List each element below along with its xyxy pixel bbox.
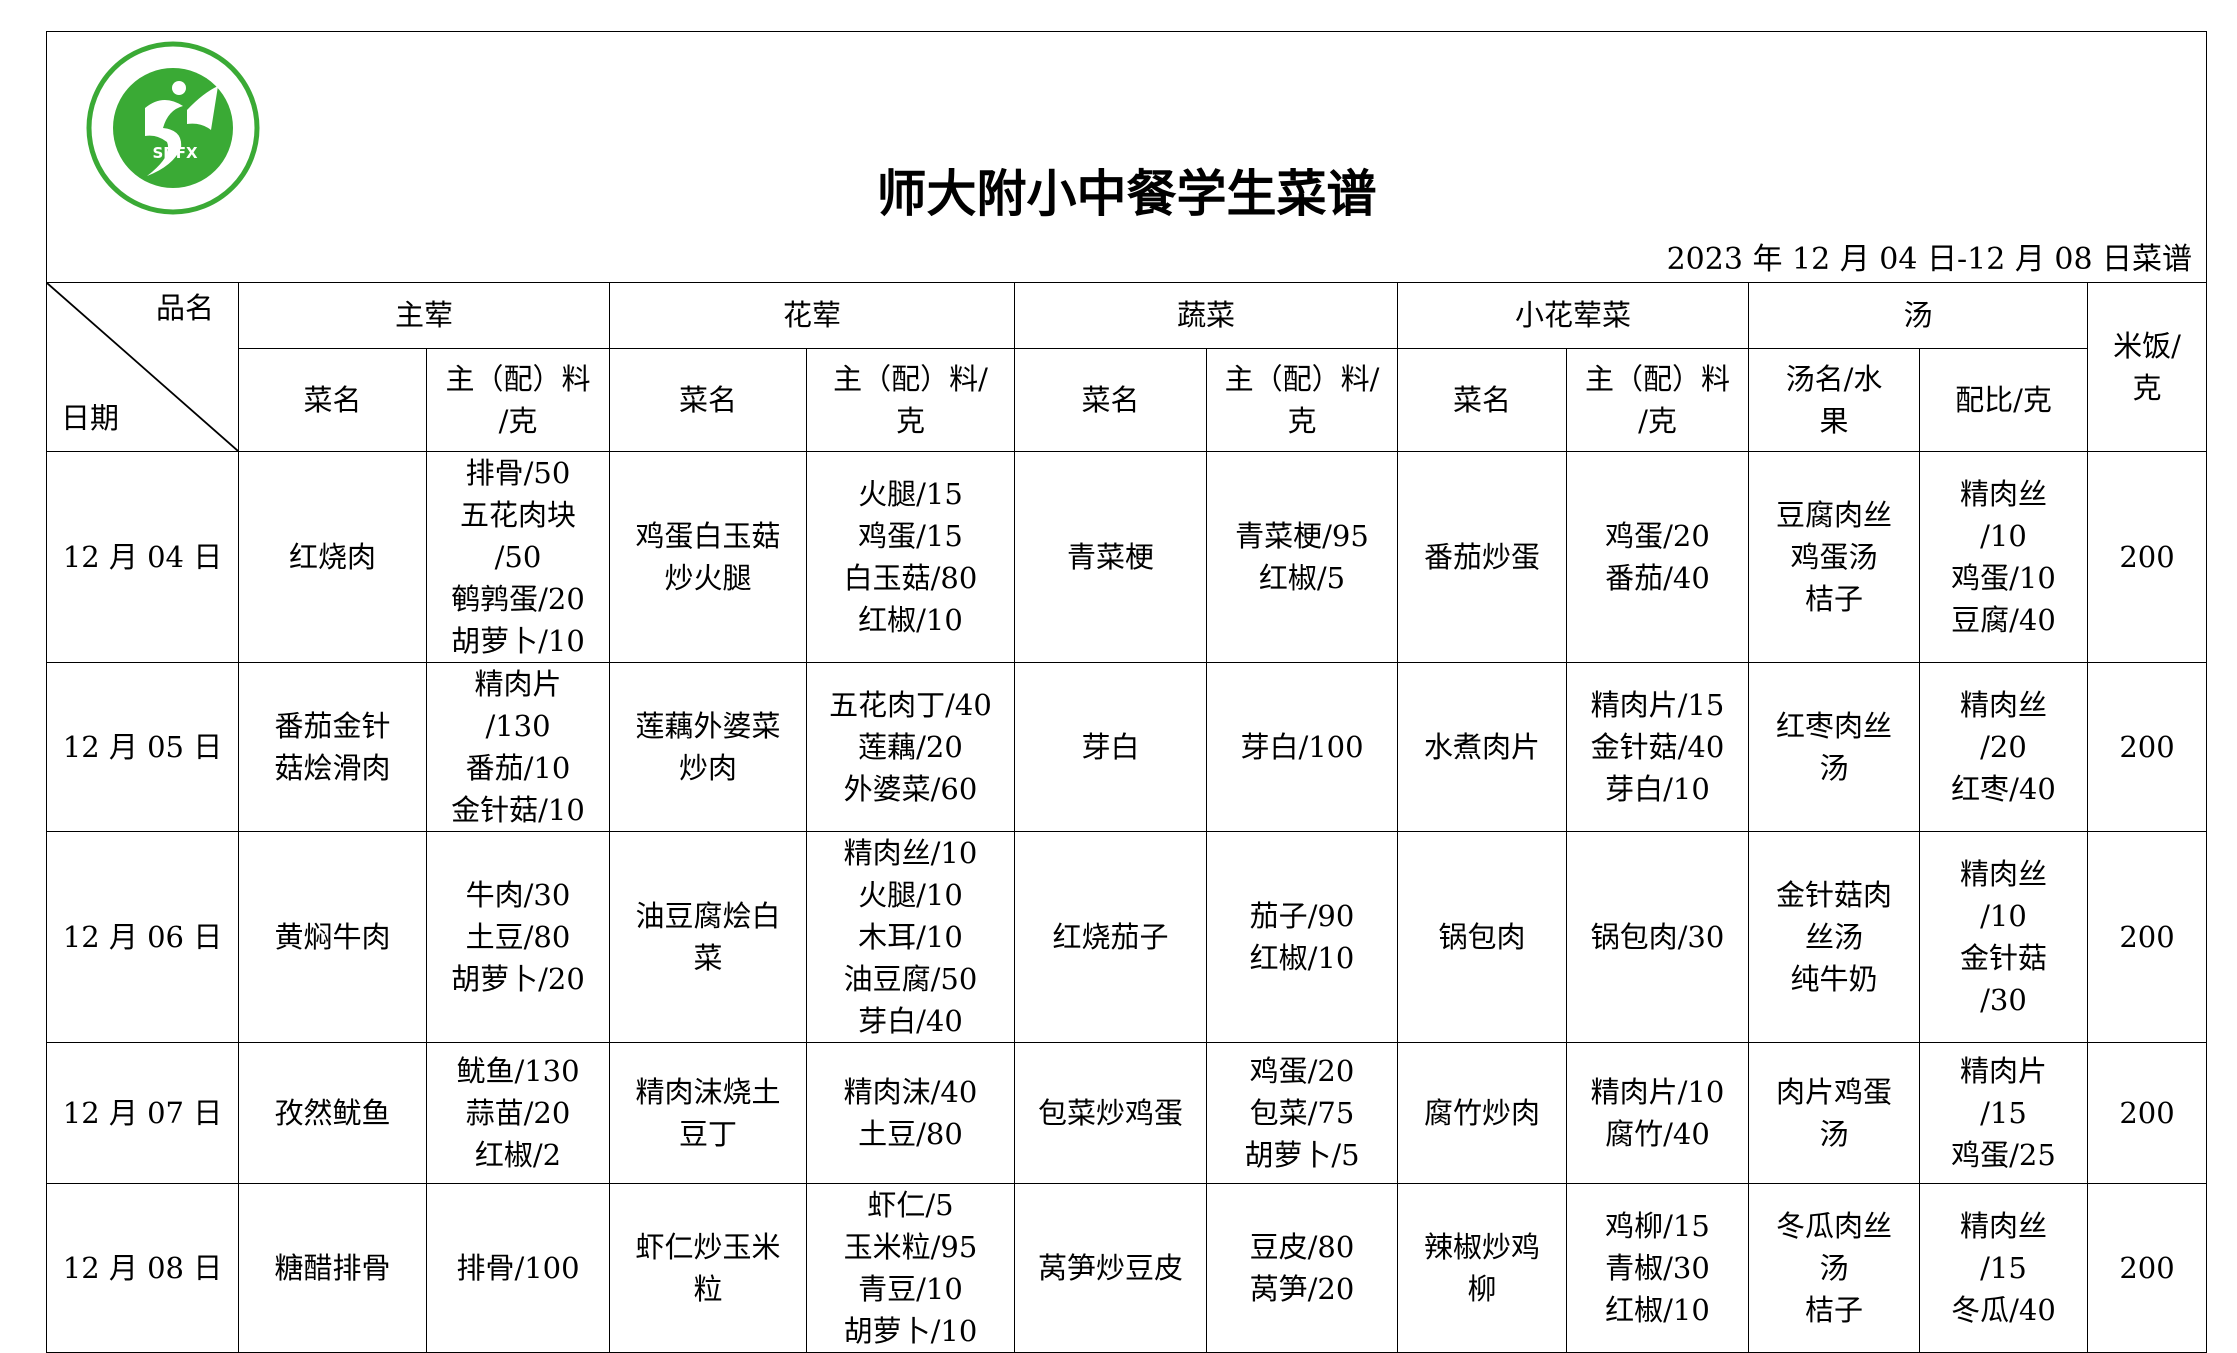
dish-cell: 芽白 bbox=[1014, 662, 1207, 832]
group-header: 蔬菜 bbox=[1014, 282, 1398, 349]
dish-cell: 肉片鸡蛋 汤 bbox=[1748, 1042, 1920, 1184]
dish-cell: 冬瓜肉丝 汤 桔子 bbox=[1748, 1183, 1920, 1353]
column-header: 主（配）料/ 克 bbox=[806, 347, 1015, 453]
column-header: 配比/克 bbox=[1919, 347, 2088, 453]
dish-cell: 莲藕外婆菜 炒肉 bbox=[609, 662, 807, 832]
date-cell: 12 月 04 日 bbox=[46, 451, 239, 663]
ingredient-cell: 芽白/100 bbox=[1206, 662, 1398, 832]
date-cell: 12 月 05 日 bbox=[46, 662, 239, 832]
dish-cell: 包菜炒鸡蛋 bbox=[1014, 1042, 1207, 1184]
ingredient-cell: 精肉片 /15 鸡蛋/25 bbox=[1919, 1042, 2088, 1184]
table-row: 12 月 04 日红烧肉 排骨/50 五花肉块 /50 鹌鹑蛋/20 胡萝卜/10… bbox=[46, 451, 2208, 663]
column-header: 主（配）料 /克 bbox=[426, 347, 610, 453]
dish-cell: 虾仁炒玉米 粒 bbox=[609, 1183, 807, 1353]
date-cell: 12 月 06 日 bbox=[46, 831, 239, 1043]
ingredient-cell: 茄子/90 红椒/10 bbox=[1206, 831, 1398, 1043]
group-header: 花荤 bbox=[609, 282, 1015, 349]
ingredient-cell: 精肉丝/10 火腿/10 木耳/10 油豆腐/50 芽白/40 bbox=[806, 831, 1015, 1043]
ingredient-cell: 火腿/15 鸡蛋/15 白玉菇/80 红椒/10 bbox=[806, 451, 1015, 663]
dish-cell: 水煮肉片 bbox=[1397, 662, 1567, 832]
ingredient-cell: 精肉丝 /10 金针菇 /30 bbox=[1919, 831, 2088, 1043]
menu-table: SDFX 师大附小中餐学生菜谱 2023 年 12 月 04 日-12 月 08… bbox=[45, 31, 2208, 1353]
diagonal-line bbox=[47, 283, 238, 451]
svg-text:SDFX: SDFX bbox=[152, 144, 198, 162]
dish-cell: 豆腐肉丝 鸡蛋汤 桔子 bbox=[1748, 451, 1920, 663]
rice-cell: 200 bbox=[2086, 1183, 2208, 1353]
dish-cell: 精肉沫烧土 豆丁 bbox=[609, 1042, 807, 1184]
ingredient-cell: 精肉片/10 腐竹/40 bbox=[1566, 1042, 1749, 1184]
ingredient-cell: 精肉片 /130 番茄/10 金针菇/10 bbox=[426, 662, 610, 832]
table-row: 12 月 07 日孜然鱿鱼 鱿鱼/130 蒜苗/20 红椒/2 精肉沫烧土 豆丁 精肉… bbox=[46, 1042, 2208, 1184]
table-row: 12 月 08 日糖醋排骨 排骨/100 虾仁炒玉米 粒虾仁/5 玉米粒/95 青豆… bbox=[46, 1183, 2208, 1353]
ingredient-cell: 五花肉丁/40 莲藕/20 外婆菜/60 bbox=[806, 662, 1015, 832]
dish-cell: 莴笋炒豆皮 bbox=[1014, 1183, 1207, 1353]
dish-cell: 鸡蛋白玉菇 炒火腿 bbox=[609, 451, 807, 663]
title-block: SDFX 师大附小中餐学生菜谱 2023 年 12 月 04 日-12 月 08… bbox=[45, 31, 2208, 283]
ingredient-cell: 青菜梗/95 红椒/5 bbox=[1206, 451, 1398, 663]
dish-cell: 锅包肉 bbox=[1397, 831, 1567, 1043]
dish-cell: 番茄金针 菇烩滑肉 bbox=[238, 662, 427, 832]
dish-cell: 孜然鱿鱼 bbox=[238, 1042, 427, 1184]
group-header: 汤 bbox=[1748, 282, 2088, 349]
dish-cell: 油豆腐烩白 菜 bbox=[609, 831, 807, 1043]
ingredient-cell: 虾仁/5 玉米粒/95 青豆/10 胡萝卜/10 bbox=[806, 1183, 1015, 1353]
column-header: 菜名 bbox=[238, 347, 427, 453]
page-title: 师大附小中餐学生菜谱 bbox=[876, 164, 1377, 223]
corner-label-date: 日期 bbox=[61, 401, 120, 435]
corner-header: 品名 日期 bbox=[46, 282, 239, 452]
dish-cell: 金针菇肉 丝汤 纯牛奶 bbox=[1748, 831, 1920, 1043]
ingredient-cell: 锅包肉/30 bbox=[1566, 831, 1749, 1043]
column-header: 菜名 bbox=[1397, 347, 1567, 453]
ingredient-cell: 鸡蛋/20 番茄/40 bbox=[1566, 451, 1749, 663]
rice-cell: 200 bbox=[2086, 451, 2208, 663]
ingredient-cell: 鸡柳/15 青椒/30 红椒/10 bbox=[1566, 1183, 1749, 1353]
column-header: 菜名 bbox=[609, 347, 807, 453]
dish-cell: 辣椒炒鸡 柳 bbox=[1397, 1183, 1567, 1353]
school-logo: SDFX bbox=[86, 41, 260, 215]
dish-cell: 青菜梗 bbox=[1014, 451, 1207, 663]
date-range: 2023 年 12 月 04 日-12 月 08 日菜谱 bbox=[1666, 242, 2193, 277]
group-header: 小花荤菜 bbox=[1397, 282, 1749, 349]
ingredient-cell: 排骨/100 bbox=[426, 1183, 610, 1353]
ingredient-cell: 豆皮/80 莴笋/20 bbox=[1206, 1183, 1398, 1353]
rice-cell: 200 bbox=[2086, 831, 2208, 1043]
column-header: 菜名 bbox=[1014, 347, 1207, 453]
column-header: 主（配）料/ 克 bbox=[1206, 347, 1398, 453]
dish-cell: 糖醋排骨 bbox=[238, 1183, 427, 1353]
table-row: 12 月 06 日黄焖牛肉 牛肉/30 土豆/80 胡萝卜/20 油豆腐烩白 菜精肉… bbox=[46, 831, 2208, 1043]
dish-cell: 红枣肉丝 汤 bbox=[1748, 662, 1920, 832]
group-header: 主荤 bbox=[238, 282, 610, 349]
ingredient-cell: 精肉丝 /10 鸡蛋/10 豆腐/40 bbox=[1919, 451, 2088, 663]
rice-header: 米饭/ 克 bbox=[2086, 282, 2208, 452]
rice-cell: 200 bbox=[2086, 662, 2208, 832]
rice-cell: 200 bbox=[2086, 1042, 2208, 1184]
ingredient-cell: 精肉丝 /15 冬瓜/40 bbox=[1919, 1183, 2088, 1353]
ingredient-cell: 精肉片/15 金针菇/40 芽白/10 bbox=[1566, 662, 1749, 832]
ingredient-cell: 排骨/50 五花肉块 /50 鹌鹑蛋/20 胡萝卜/10 bbox=[426, 451, 610, 663]
date-cell: 12 月 07 日 bbox=[46, 1042, 239, 1184]
ingredient-cell: 鸡蛋/20 包菜/75 胡萝卜/5 bbox=[1206, 1042, 1398, 1184]
ingredient-cell: 鱿鱼/130 蒜苗/20 红椒/2 bbox=[426, 1042, 610, 1184]
ingredient-cell: 精肉沫/40 土豆/80 bbox=[806, 1042, 1015, 1184]
dish-cell: 红烧肉 bbox=[238, 451, 427, 663]
date-cell: 12 月 08 日 bbox=[46, 1183, 239, 1353]
ingredient-cell: 精肉丝 /20 红枣/40 bbox=[1919, 662, 2088, 832]
dish-cell: 腐竹炒肉 bbox=[1397, 1042, 1567, 1184]
column-header: 主（配）料 /克 bbox=[1566, 347, 1749, 453]
column-header: 汤名/水 果 bbox=[1748, 347, 1920, 453]
table-row: 12 月 05 日番茄金针 菇烩滑肉 精肉片 /130 番茄/10 金针菇/10 莲… bbox=[46, 662, 2208, 832]
corner-label-dish: 品名 bbox=[155, 291, 214, 325]
dish-cell: 番茄炒蛋 bbox=[1397, 451, 1567, 663]
ingredient-cell: 牛肉/30 土豆/80 胡萝卜/20 bbox=[426, 831, 610, 1043]
dish-cell: 黄焖牛肉 bbox=[238, 831, 427, 1043]
dish-cell: 红烧茄子 bbox=[1014, 831, 1207, 1043]
